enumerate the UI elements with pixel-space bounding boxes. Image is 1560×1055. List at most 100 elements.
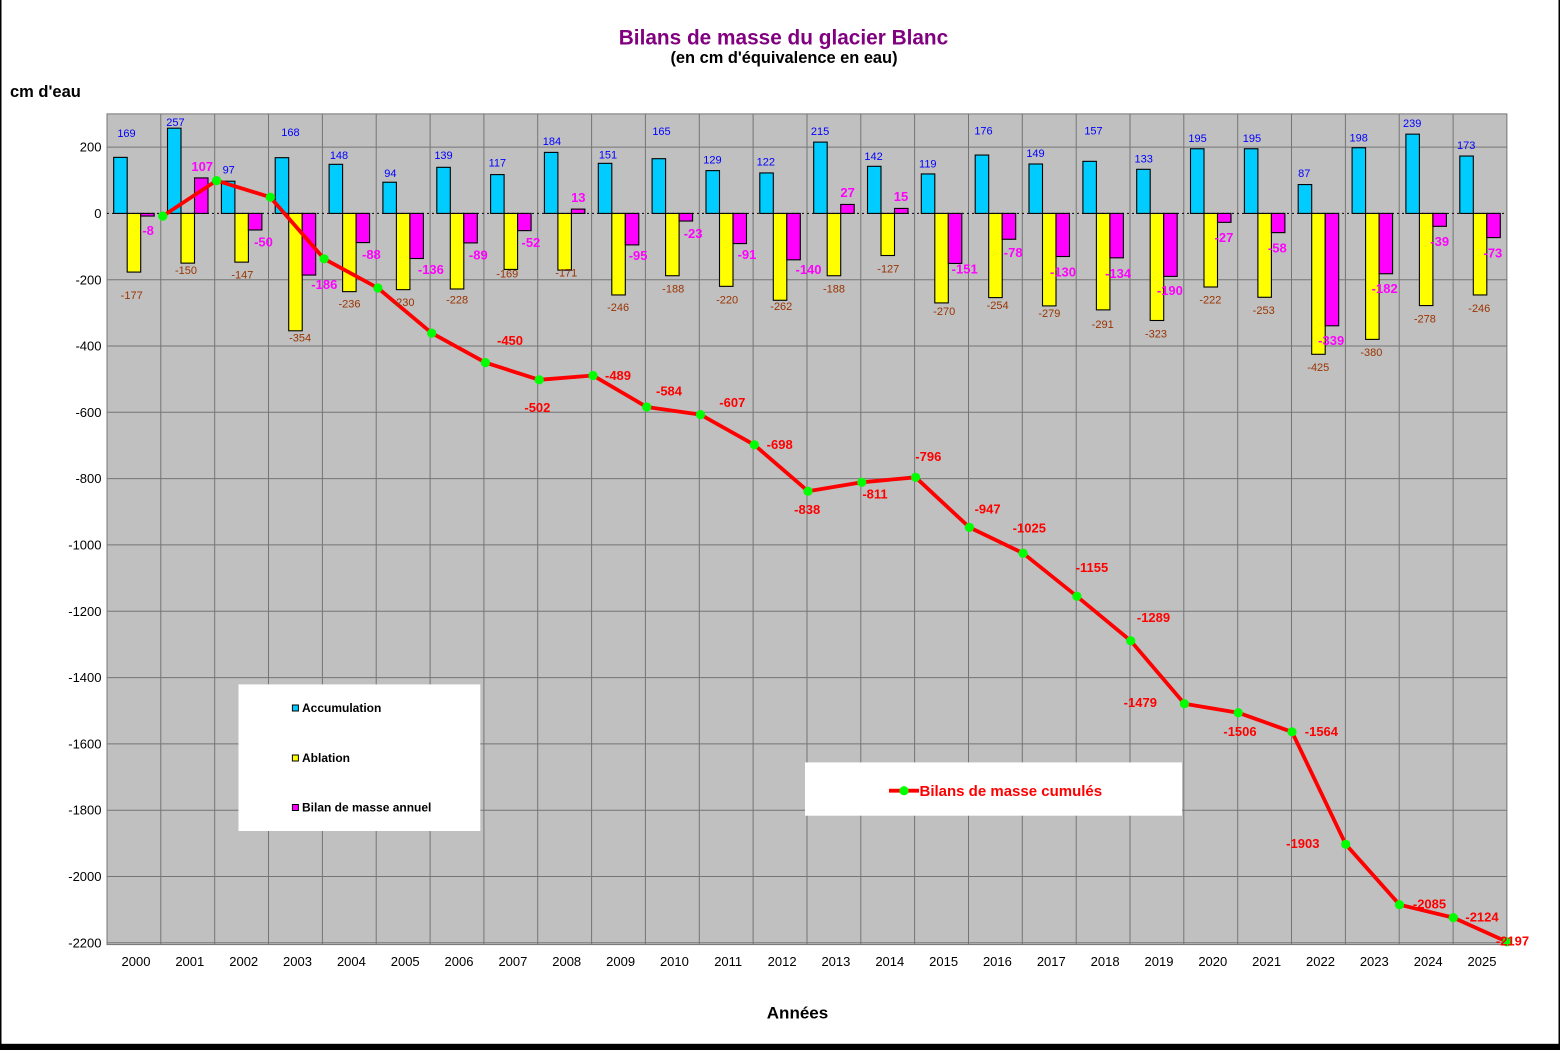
svg-text:97: 97 <box>223 164 235 176</box>
svg-text:142: 142 <box>864 151 882 163</box>
svg-text:2015: 2015 <box>929 954 958 969</box>
svg-text:-182: -182 <box>1372 281 1398 296</box>
svg-text:-1025: -1025 <box>1013 520 1046 535</box>
svg-text:-136: -136 <box>418 262 444 277</box>
svg-text:2014: 2014 <box>875 954 904 969</box>
svg-text:-188: -188 <box>662 284 684 296</box>
svg-text:-1000: -1000 <box>68 538 101 553</box>
svg-text:2013: 2013 <box>821 954 850 969</box>
svg-text:-200: -200 <box>75 272 101 287</box>
svg-text:117: 117 <box>489 158 507 170</box>
svg-text:2020: 2020 <box>1198 954 1227 969</box>
svg-text:-1289: -1289 <box>1137 610 1170 625</box>
svg-text:-502: -502 <box>524 400 550 415</box>
svg-text:15: 15 <box>894 189 908 204</box>
svg-text:-838: -838 <box>794 502 820 517</box>
svg-text:-2124: -2124 <box>1465 909 1499 924</box>
svg-text:2010: 2010 <box>660 954 689 969</box>
svg-text:139: 139 <box>434 150 452 162</box>
svg-text:-169: -169 <box>496 268 518 280</box>
svg-text:13: 13 <box>571 190 585 205</box>
svg-text:198: 198 <box>1350 133 1368 145</box>
svg-text:-1400: -1400 <box>68 670 101 685</box>
svg-text:-73: -73 <box>1484 246 1503 261</box>
svg-text:2007: 2007 <box>498 954 527 969</box>
svg-text:2019: 2019 <box>1145 954 1174 969</box>
svg-text:-151: -151 <box>952 261 978 276</box>
svg-text:-354: -354 <box>289 333 311 345</box>
svg-text:-400: -400 <box>75 339 101 354</box>
svg-text:Accumulation: Accumulation <box>302 701 381 715</box>
svg-text:107: 107 <box>191 159 213 174</box>
svg-text:129: 129 <box>703 155 721 167</box>
svg-text:2017: 2017 <box>1037 954 1066 969</box>
svg-text:149: 149 <box>1026 148 1044 160</box>
svg-text:-171: -171 <box>555 268 577 280</box>
svg-text:2004: 2004 <box>337 954 366 969</box>
svg-text:-134: -134 <box>1105 266 1132 281</box>
svg-text:-147: -147 <box>231 270 253 282</box>
svg-text:2016: 2016 <box>983 954 1012 969</box>
svg-text:-339: -339 <box>1318 333 1344 348</box>
svg-text:169: 169 <box>117 128 135 140</box>
svg-text:-1155: -1155 <box>1076 560 1109 575</box>
svg-text:-698: -698 <box>767 437 793 452</box>
svg-text:-39: -39 <box>1430 234 1449 249</box>
svg-text:-489: -489 <box>605 368 631 383</box>
svg-text:-1479: -1479 <box>1124 695 1157 710</box>
svg-text:-50: -50 <box>254 235 273 250</box>
svg-text:Bilan de masse annuel: Bilan de masse annuel <box>302 801 431 815</box>
svg-text:-2000: -2000 <box>68 869 101 884</box>
svg-text:-27: -27 <box>1215 230 1234 245</box>
svg-text:-800: -800 <box>75 471 101 486</box>
svg-text:-947: -947 <box>975 501 1001 516</box>
svg-text:Bilans de masse du glacier Bla: Bilans de masse du glacier Blanc <box>619 26 948 49</box>
svg-text:-186: -186 <box>311 277 337 292</box>
svg-text:195: 195 <box>1243 133 1261 145</box>
svg-text:-246: -246 <box>1468 303 1490 315</box>
svg-text:215: 215 <box>811 126 829 138</box>
svg-text:-425: -425 <box>1307 362 1329 374</box>
svg-text:-220: -220 <box>716 295 738 307</box>
svg-text:-246: -246 <box>607 302 629 314</box>
svg-text:-253: -253 <box>1253 305 1275 317</box>
svg-text:2011: 2011 <box>714 954 742 969</box>
svg-text:2005: 2005 <box>391 954 420 969</box>
svg-text:2006: 2006 <box>445 954 474 969</box>
svg-text:-230: -230 <box>392 297 414 309</box>
svg-text:0: 0 <box>94 206 101 221</box>
svg-text:-177: -177 <box>121 290 143 302</box>
svg-text:-1600: -1600 <box>68 736 101 751</box>
svg-text:2003: 2003 <box>283 954 312 969</box>
svg-text:Ablation: Ablation <box>302 751 350 765</box>
svg-text:-607: -607 <box>719 395 745 410</box>
svg-text:Bilans de masse cumulés: Bilans de masse cumulés <box>920 783 1103 800</box>
svg-text:Années: Années <box>767 1004 828 1023</box>
svg-text:-1903: -1903 <box>1286 836 1319 851</box>
svg-text:-228: -228 <box>446 295 468 307</box>
svg-text:200: 200 <box>80 140 102 155</box>
svg-text:(en cm d'équivalence en eau): (en cm d'équivalence en eau) <box>670 49 897 67</box>
svg-text:-91: -91 <box>738 247 757 262</box>
svg-text:173: 173 <box>1457 140 1475 152</box>
svg-text:-58: -58 <box>1268 240 1287 255</box>
svg-text:27: 27 <box>840 185 854 200</box>
svg-text:165: 165 <box>652 126 670 138</box>
svg-text:-2197: -2197 <box>1496 933 1529 948</box>
svg-text:168: 168 <box>281 127 299 139</box>
svg-text:-88: -88 <box>362 247 381 262</box>
svg-text:-1200: -1200 <box>68 604 101 619</box>
svg-text:-127: -127 <box>877 263 899 275</box>
svg-text:-380: -380 <box>1360 347 1382 359</box>
svg-text:2008: 2008 <box>552 954 581 969</box>
svg-text:148: 148 <box>330 150 348 162</box>
svg-text:151: 151 <box>599 150 617 162</box>
svg-text:-2200: -2200 <box>68 935 101 950</box>
svg-text:-140: -140 <box>795 262 821 277</box>
svg-text:157: 157 <box>1084 125 1102 137</box>
svg-text:2024: 2024 <box>1414 954 1443 969</box>
svg-text:-190: -190 <box>1157 283 1183 298</box>
svg-text:-188: -188 <box>823 284 845 296</box>
svg-text:-150: -150 <box>175 265 197 277</box>
svg-text:-796: -796 <box>915 449 941 464</box>
